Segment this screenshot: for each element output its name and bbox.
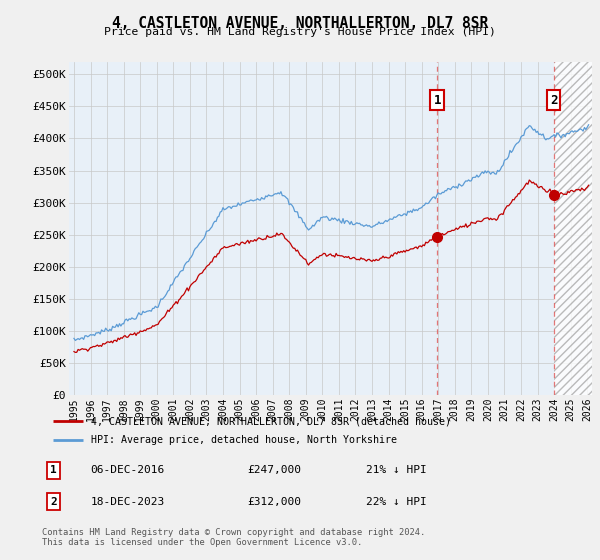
Text: Contains HM Land Registry data © Crown copyright and database right 2024.
This d: Contains HM Land Registry data © Crown c…: [42, 528, 425, 547]
Text: 2: 2: [50, 497, 57, 507]
Text: 22% ↓ HPI: 22% ↓ HPI: [366, 497, 427, 507]
Text: 1: 1: [50, 465, 57, 475]
Text: 2: 2: [550, 94, 557, 106]
Text: 18-DEC-2023: 18-DEC-2023: [91, 497, 165, 507]
Text: 4, CASTLETON AVENUE, NORTHALLERTON, DL7 8SR (detached house): 4, CASTLETON AVENUE, NORTHALLERTON, DL7 …: [91, 417, 451, 426]
Text: 21% ↓ HPI: 21% ↓ HPI: [366, 465, 427, 475]
Text: Price paid vs. HM Land Registry's House Price Index (HPI): Price paid vs. HM Land Registry's House …: [104, 27, 496, 37]
Text: 06-DEC-2016: 06-DEC-2016: [91, 465, 165, 475]
Text: £312,000: £312,000: [247, 497, 301, 507]
Text: 1: 1: [433, 94, 441, 106]
Text: HPI: Average price, detached house, North Yorkshire: HPI: Average price, detached house, Nort…: [91, 435, 397, 445]
Text: 4, CASTLETON AVENUE, NORTHALLERTON, DL7 8SR: 4, CASTLETON AVENUE, NORTHALLERTON, DL7 …: [112, 16, 488, 31]
Text: £247,000: £247,000: [247, 465, 301, 475]
